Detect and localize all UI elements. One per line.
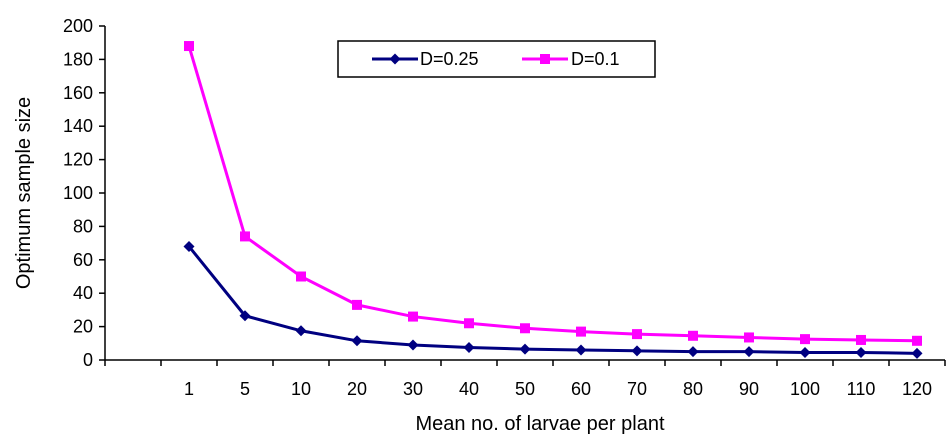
series-d-0-25 <box>183 240 923 359</box>
legend-item: D=0.1 <box>522 49 620 69</box>
y-tick-label: 0 <box>83 350 93 370</box>
y-tick-label: 140 <box>63 116 93 136</box>
data-point <box>408 311 418 322</box>
y-tick-label: 40 <box>73 283 93 303</box>
y-tick-label: 160 <box>63 83 93 103</box>
data-point <box>240 231 250 242</box>
data-point <box>464 318 474 329</box>
data-point <box>576 326 586 337</box>
x-tick-label: 50 <box>515 379 535 399</box>
y-axis-label: Optimum sample size <box>13 97 35 289</box>
data-point <box>239 310 251 322</box>
x-tick-label: 30 <box>403 379 423 399</box>
data-point <box>800 334 810 345</box>
x-tick-label: 100 <box>790 379 820 399</box>
legend-label: D=0.1 <box>571 49 620 69</box>
y-tick-label: 200 <box>63 16 93 36</box>
data-point <box>352 299 362 310</box>
series-line <box>187 45 918 343</box>
legend-swatch-marker <box>389 53 401 65</box>
data-point <box>632 329 642 340</box>
data-point <box>744 332 754 343</box>
legend-swatch-marker <box>540 54 550 64</box>
x-tick-label: 120 <box>902 379 932 399</box>
data-point <box>183 240 195 252</box>
x-tick-label: 80 <box>683 379 703 399</box>
series-line <box>187 245 918 355</box>
y-tick-label: 180 <box>63 49 93 69</box>
data-point <box>912 335 922 346</box>
data-point <box>855 346 867 358</box>
data-point <box>743 346 755 358</box>
x-tick-labels: 1 5 10 20 30 40 50 60 70 80 90 100 110 120 <box>184 379 932 399</box>
data-point <box>296 271 306 282</box>
data-point <box>519 343 531 355</box>
data-point <box>184 41 194 52</box>
data-point <box>687 346 699 358</box>
x-tick-label: 1 <box>184 379 194 399</box>
data-point <box>520 323 530 334</box>
data-point <box>407 339 419 351</box>
x-axis-label: Mean no. of larvae per plant <box>415 413 664 435</box>
data-point <box>911 347 923 359</box>
data-point <box>463 341 475 353</box>
legend-item: D=0.25 <box>372 49 479 69</box>
x-tick-label: 70 <box>627 379 647 399</box>
x-tick-label: 110 <box>847 379 876 399</box>
data-point <box>295 325 307 337</box>
legend-label: D=0.25 <box>420 49 479 69</box>
x-tick-label: 10 <box>291 379 311 399</box>
y-tick-labels: 0 20 40 60 80 100 120 140 160 180 200 <box>63 16 93 370</box>
y-tick-label: 80 <box>73 216 93 236</box>
data-point <box>688 330 698 341</box>
data-point <box>351 335 363 347</box>
x-tick-label: 40 <box>459 379 479 399</box>
x-tick-label: 5 <box>240 379 250 399</box>
y-tick-label: 120 <box>63 150 93 170</box>
data-point <box>799 346 811 358</box>
axes <box>99 25 946 366</box>
y-tick-label: 60 <box>73 250 93 270</box>
data-point <box>856 334 866 345</box>
x-tick-label: 20 <box>347 379 367 399</box>
series-layer <box>183 41 923 359</box>
series-d-0-1 <box>184 41 922 346</box>
data-point <box>575 344 587 356</box>
y-tick-label: 100 <box>63 183 93 203</box>
legend: D=0.25 D=0.1 <box>337 40 656 78</box>
y-tick-label: 20 <box>73 317 93 337</box>
data-point <box>631 345 643 357</box>
x-tick-label: 60 <box>571 379 591 399</box>
x-tick-label: 90 <box>739 379 759 399</box>
